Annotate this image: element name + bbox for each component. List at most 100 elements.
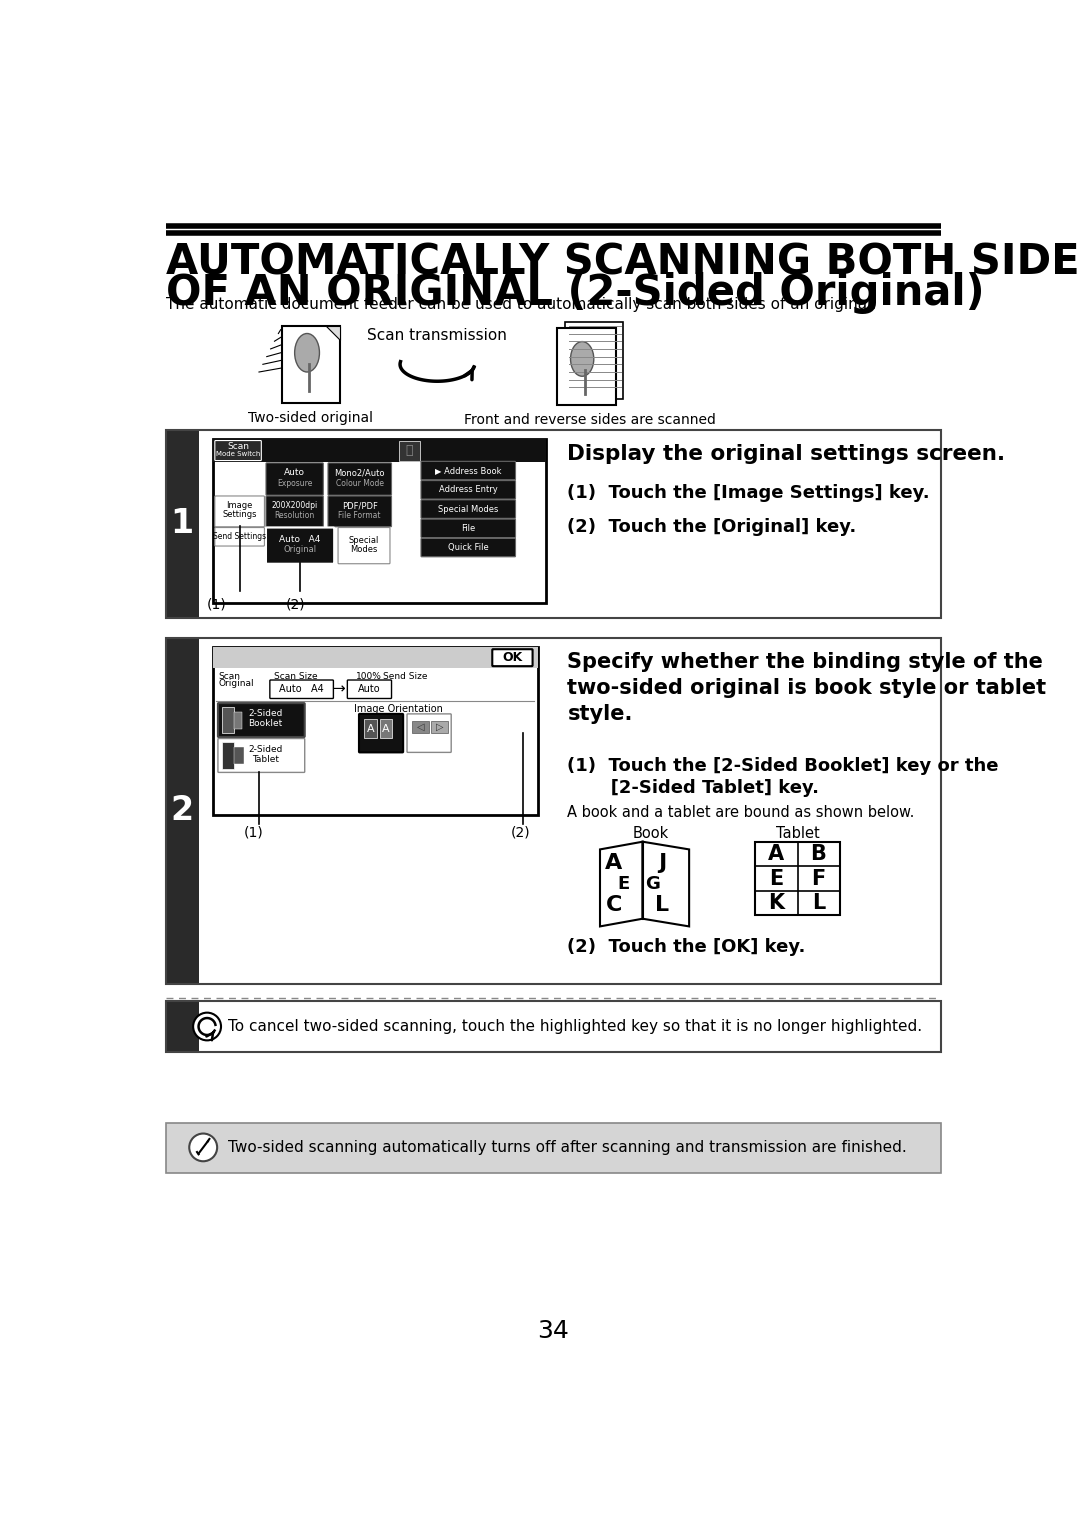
Text: ◁: ◁ xyxy=(417,723,424,732)
FancyBboxPatch shape xyxy=(359,714,403,752)
Text: OK: OK xyxy=(502,651,523,665)
Text: →: → xyxy=(332,681,345,697)
Text: (2): (2) xyxy=(511,825,530,839)
Text: Image Orientation: Image Orientation xyxy=(354,704,443,714)
Text: Scan: Scan xyxy=(218,671,241,680)
Circle shape xyxy=(193,1013,221,1041)
Text: Tablet: Tablet xyxy=(252,755,279,764)
Bar xyxy=(565,322,623,399)
Text: (2)  Touch the [Original] key.: (2) Touch the [Original] key. xyxy=(567,518,856,536)
Polygon shape xyxy=(326,325,340,339)
FancyBboxPatch shape xyxy=(215,527,265,545)
Text: Original: Original xyxy=(284,544,316,553)
Ellipse shape xyxy=(295,333,320,371)
Text: 2-Sided: 2-Sided xyxy=(248,744,282,753)
Text: Scan transmission: Scan transmission xyxy=(367,329,508,344)
Text: PDF/PDF: PDF/PDF xyxy=(341,501,378,510)
Text: 100%: 100% xyxy=(356,671,381,680)
Text: 34: 34 xyxy=(538,1319,569,1343)
Bar xyxy=(213,439,545,604)
Bar xyxy=(221,707,234,733)
FancyBboxPatch shape xyxy=(421,500,515,518)
Text: Two-sided original: Two-sided original xyxy=(248,411,374,425)
Text: Book: Book xyxy=(632,827,669,842)
FancyBboxPatch shape xyxy=(421,481,515,500)
Text: A: A xyxy=(382,724,390,733)
Text: Send Settings: Send Settings xyxy=(213,532,266,541)
Text: A: A xyxy=(367,724,375,733)
FancyBboxPatch shape xyxy=(348,680,392,698)
Text: (1): (1) xyxy=(243,825,264,839)
Text: Two-sided scanning automatically turns off after scanning and transmission are f: Two-sided scanning automatically turns o… xyxy=(228,1140,907,1155)
Polygon shape xyxy=(600,842,643,926)
Text: File Format: File Format xyxy=(338,510,381,520)
Text: OF AN ORIGINAL (2-Sided Original): OF AN ORIGINAL (2-Sided Original) xyxy=(166,272,985,313)
Bar xyxy=(364,720,377,738)
Text: K: K xyxy=(768,894,784,914)
Circle shape xyxy=(189,1134,217,1161)
Bar xyxy=(166,637,199,984)
Text: C: C xyxy=(606,895,622,915)
Text: To cancel two-sided scanning, touch the highlighted key so that it is no longer : To cancel two-sided scanning, touch the … xyxy=(228,1019,922,1034)
Bar xyxy=(166,429,941,619)
FancyBboxPatch shape xyxy=(407,714,451,752)
FancyBboxPatch shape xyxy=(266,463,323,495)
Text: Front and reverse sides are scanned: Front and reverse sides are scanned xyxy=(464,413,716,426)
Bar xyxy=(282,325,340,403)
Text: J: J xyxy=(658,853,666,874)
Bar xyxy=(221,743,234,769)
Text: The automatic document feeder can be used to automatically scan both sides of an: The automatic document feeder can be use… xyxy=(166,298,876,312)
Text: (2): (2) xyxy=(286,597,306,611)
Bar xyxy=(213,646,538,814)
FancyBboxPatch shape xyxy=(492,649,532,666)
Text: E: E xyxy=(769,869,783,889)
Text: 1: 1 xyxy=(171,507,193,541)
Text: 2-Sided: 2-Sided xyxy=(248,709,282,718)
Text: Special: Special xyxy=(349,536,379,545)
Text: Scan Size: Scan Size xyxy=(274,671,319,680)
Text: Image: Image xyxy=(227,501,253,510)
Text: 200X200dpi: 200X200dpi xyxy=(271,501,318,510)
Text: E: E xyxy=(617,876,630,892)
Bar xyxy=(166,1123,941,1174)
FancyBboxPatch shape xyxy=(421,520,515,538)
Text: B: B xyxy=(811,843,826,863)
FancyBboxPatch shape xyxy=(421,461,515,480)
FancyBboxPatch shape xyxy=(218,703,305,736)
Bar xyxy=(213,646,538,668)
Text: A: A xyxy=(605,853,622,874)
Text: [2-Sided Tablet] key.: [2-Sided Tablet] key. xyxy=(567,779,820,796)
FancyBboxPatch shape xyxy=(215,497,265,527)
Text: G: G xyxy=(645,876,660,892)
Text: Colour Mode: Colour Mode xyxy=(336,480,383,487)
Text: Auto   A4: Auto A4 xyxy=(280,685,324,694)
FancyBboxPatch shape xyxy=(328,463,392,495)
Text: Mono2/Auto: Mono2/Auto xyxy=(335,469,384,477)
Text: A: A xyxy=(768,843,784,863)
Text: Auto   A4: Auto A4 xyxy=(280,535,321,544)
FancyBboxPatch shape xyxy=(266,497,323,527)
Text: ▶ Address Book: ▶ Address Book xyxy=(435,466,501,475)
Text: ▷: ▷ xyxy=(436,723,443,732)
Text: Quick File: Quick File xyxy=(448,542,488,552)
Bar xyxy=(380,720,392,738)
Text: Exposure: Exposure xyxy=(276,480,312,487)
Text: Tablet: Tablet xyxy=(775,827,820,842)
Text: Original: Original xyxy=(218,680,254,688)
Text: Send Size: Send Size xyxy=(383,671,428,680)
Text: Address Entry: Address Entry xyxy=(438,486,498,495)
FancyBboxPatch shape xyxy=(421,538,515,556)
Text: (1): (1) xyxy=(206,597,226,611)
Text: File: File xyxy=(461,524,475,533)
FancyBboxPatch shape xyxy=(218,738,305,773)
Bar xyxy=(399,440,420,460)
Bar xyxy=(166,429,199,619)
Text: Settings: Settings xyxy=(222,510,257,520)
Text: Special Modes: Special Modes xyxy=(438,504,499,513)
Text: Specify whether the binding style of the
two-sided original is book style or tab: Specify whether the binding style of the… xyxy=(567,651,1047,724)
Text: (2)  Touch the [OK] key.: (2) Touch the [OK] key. xyxy=(567,938,806,957)
Text: Modes: Modes xyxy=(350,545,377,555)
Text: Resolution: Resolution xyxy=(274,510,314,520)
Text: Scan: Scan xyxy=(227,442,249,451)
Bar xyxy=(234,747,243,764)
